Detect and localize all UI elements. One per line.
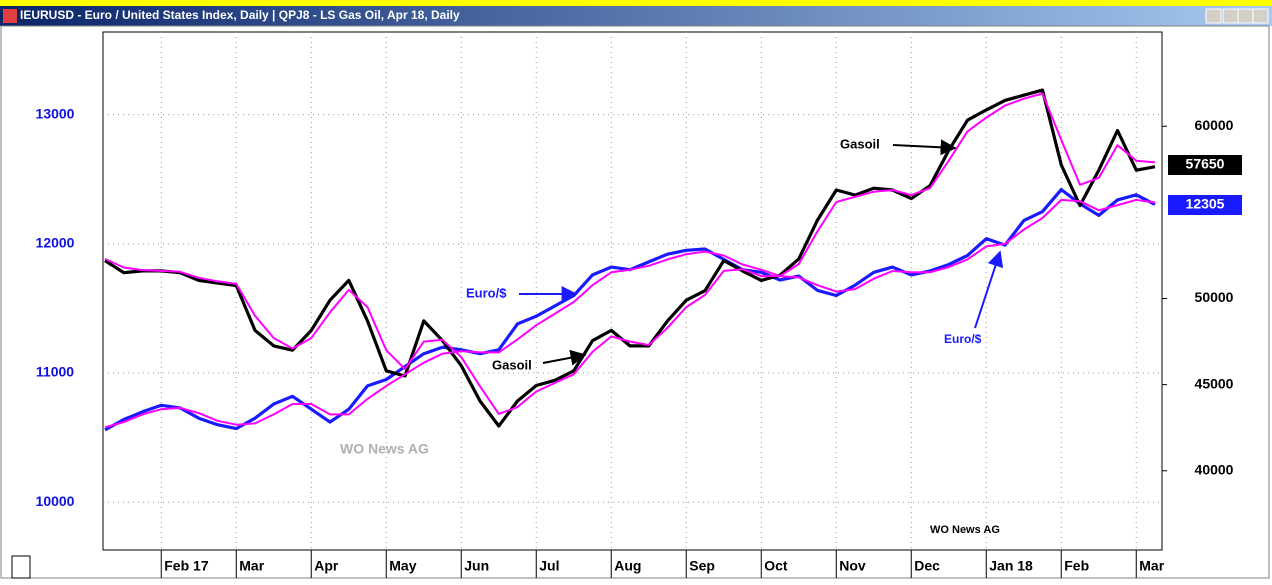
top-strip (0, 0, 1272, 6)
corner-box (11, 555, 31, 579)
x-tick-label: Dec (914, 558, 940, 574)
y-tick-label: 11000 (36, 364, 74, 380)
x-tick-label: Mar (1139, 558, 1164, 574)
close-button[interactable] (1252, 8, 1269, 24)
x-tick-label: Feb (1064, 558, 1089, 574)
y2-tick-label: 60000 (1195, 117, 1234, 133)
window-title: IEURUSD - Euro / United States Index, Da… (20, 8, 460, 22)
window-icon (3, 9, 17, 23)
last-value-box (1168, 155, 1242, 175)
x-tick-label: Mar (239, 558, 264, 574)
series-line (104, 88, 1156, 428)
minimize-button[interactable] (1222, 8, 1239, 24)
annotation: Gasoil (492, 357, 532, 372)
annotation: Gasoil (840, 136, 880, 151)
last-value-label: 12305 (1186, 196, 1225, 212)
annotation-arrow (974, 250, 1004, 329)
y-tick-label: 10000 (36, 493, 75, 509)
y2-tick-label: 50000 (1195, 289, 1234, 305)
annotation-arrow (542, 349, 587, 366)
y-tick-label: 12000 (36, 235, 75, 251)
annotation-arrow (892, 139, 957, 156)
chart-pane (0, 25, 1270, 579)
annotation: Euro/$ (466, 285, 507, 300)
annotation: WO News AG (930, 524, 1000, 536)
annotation: Euro/$ (944, 332, 982, 346)
x-tick-label: Aug (614, 558, 641, 574)
y-tick-label: 13000 (36, 105, 75, 121)
series-line (104, 198, 1156, 429)
title-bar (0, 6, 1272, 26)
x-tick-label: Jan 18 (989, 558, 1033, 574)
y2-tick-label: 40000 (1195, 461, 1234, 477)
series-line (104, 92, 1156, 415)
window-buttons[interactable] (1205, 8, 1269, 24)
x-tick-label: May (389, 558, 416, 574)
x-tick-label: Apr (314, 558, 339, 574)
annotation: WO News AG (340, 441, 429, 457)
plot-frame (102, 31, 1163, 551)
x-tick-label: Feb 17 (164, 558, 209, 574)
last-value-box (1168, 195, 1242, 215)
x-tick-label: Jul (539, 558, 559, 574)
maximize-button[interactable] (1237, 8, 1254, 24)
y2-tick-label: 45000 (1195, 375, 1234, 391)
x-tick-label: Nov (839, 558, 866, 574)
x-tick-label: Sep (689, 558, 715, 574)
last-value-label: 57650 (1186, 156, 1225, 172)
x-tick-label: Jun (464, 558, 489, 574)
button[interactable] (1205, 8, 1222, 24)
x-tick-label: Oct (764, 558, 788, 574)
